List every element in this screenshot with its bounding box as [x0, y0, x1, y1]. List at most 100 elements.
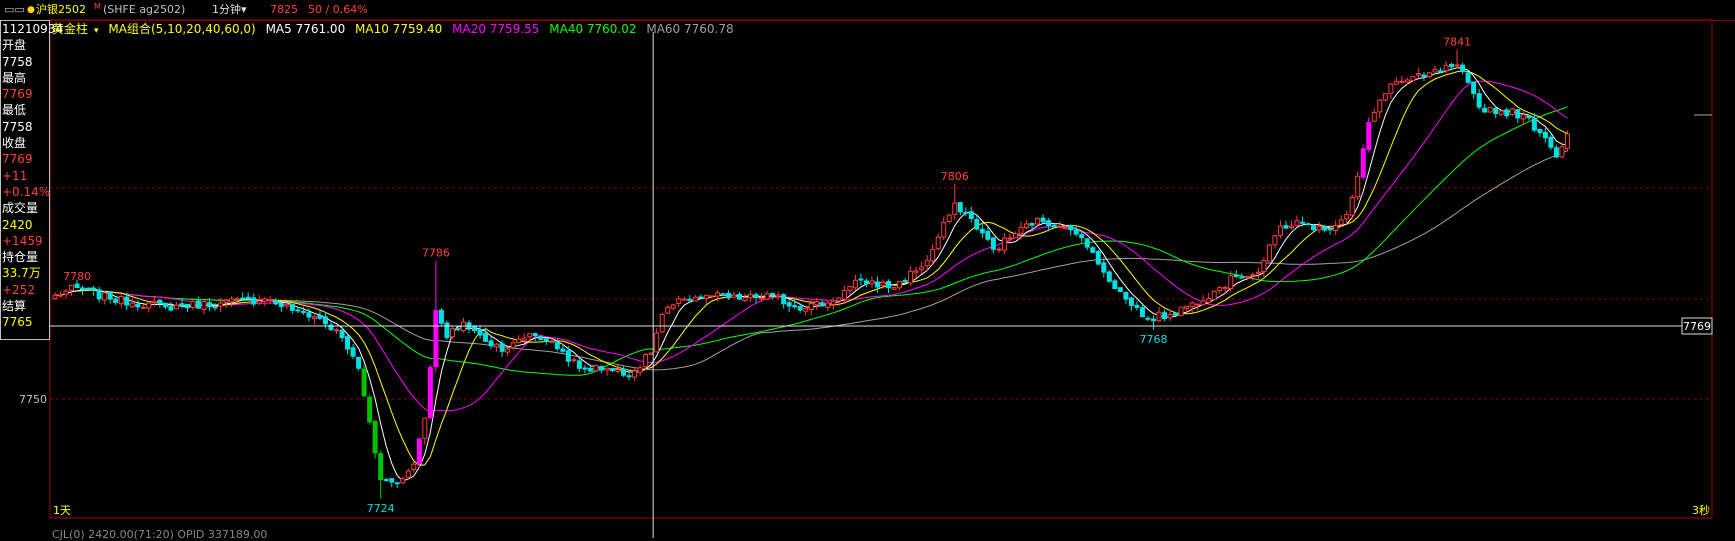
info-settle-label: 结算	[2, 299, 27, 314]
candle-body	[604, 367, 610, 371]
candle-body	[908, 270, 914, 284]
candle-body	[334, 329, 340, 332]
candle-body	[433, 310, 439, 368]
candle-body	[212, 306, 218, 309]
candle-body	[637, 367, 643, 373]
candle-body	[1266, 244, 1272, 262]
info-volume-label: 成交量	[2, 201, 39, 216]
symbol-selector[interactable]: 沪银2502	[36, 3, 86, 16]
candle-body	[764, 293, 770, 300]
info-volume: 2420	[2, 217, 33, 232]
candle-body	[615, 369, 621, 373]
candle-body	[184, 303, 190, 309]
candle-body	[1228, 275, 1234, 290]
candle-body	[416, 438, 422, 465]
candle-body	[367, 396, 373, 423]
candle-body	[289, 304, 295, 311]
candle-body	[935, 236, 941, 250]
candle-body	[1443, 64, 1449, 72]
candle-body	[1195, 303, 1201, 306]
candle-body	[477, 329, 483, 336]
candle-body	[472, 325, 478, 332]
candle-body	[1139, 307, 1145, 318]
candle-body	[1244, 276, 1250, 279]
exchange-code: (SHFE ag2502)	[103, 3, 186, 16]
candle-body	[256, 300, 262, 304]
candle-body	[830, 300, 836, 305]
candle-body	[1564, 133, 1570, 149]
candle-body	[1366, 121, 1372, 150]
candle-body	[924, 260, 930, 267]
candle-body	[1051, 224, 1057, 228]
candle-body	[317, 315, 323, 319]
legend-mode[interactable]: 黄金柱	[52, 22, 89, 36]
candle-body	[190, 301, 196, 309]
candle-body	[1333, 225, 1339, 232]
candle-body	[1162, 312, 1168, 319]
candle-body	[1029, 222, 1035, 226]
candle-body	[1233, 275, 1239, 278]
candle-body	[714, 292, 720, 297]
candle-body	[587, 367, 593, 372]
candle-body	[725, 292, 731, 299]
legend-ma-group[interactable]: MA组合(5,10,20,40,60,0)	[108, 22, 256, 36]
timeframe-dropdown[interactable]: 1分钟▾	[212, 0, 247, 20]
legend-ma10: MA10 7759.40	[355, 22, 443, 36]
candle-body	[1537, 129, 1543, 134]
candle-body	[874, 281, 880, 288]
candle-body	[1288, 225, 1294, 229]
candle-body	[85, 287, 91, 290]
candle-body	[610, 368, 616, 372]
candle-body	[173, 304, 179, 310]
candle-body	[1145, 317, 1151, 320]
candle-body	[1073, 229, 1079, 235]
candle-body	[427, 367, 433, 419]
candle-body	[449, 328, 455, 338]
candle-body	[1426, 72, 1432, 78]
candle-body	[201, 301, 207, 310]
legend-mode-chevron-icon[interactable]: ▾	[94, 26, 99, 36]
legend-ma5: MA5 7761.00	[265, 22, 346, 36]
ma20-line	[54, 80, 1568, 413]
candle-body	[858, 278, 864, 281]
candle-body	[356, 356, 362, 369]
candle-body	[808, 303, 814, 310]
info-change: +11	[2, 168, 28, 183]
extreme-label: 7806	[941, 170, 969, 183]
candle-body	[863, 280, 869, 284]
candle-body	[229, 298, 235, 303]
candle-body	[438, 309, 444, 324]
candle-body	[1134, 304, 1140, 308]
candle-body	[405, 470, 411, 478]
candle-body	[703, 294, 709, 299]
candle-body	[422, 417, 428, 439]
y-tick-label: 7750	[19, 393, 47, 406]
candle-body	[151, 301, 157, 304]
candle-body	[455, 328, 461, 331]
candle-body	[1476, 93, 1482, 108]
info-change-pct: +0.14%	[2, 184, 51, 199]
candle-body	[770, 292, 776, 296]
candle-body	[1305, 223, 1311, 226]
candle-body	[1338, 219, 1344, 225]
candle-body	[759, 297, 765, 300]
candle-body	[63, 290, 69, 295]
candle-body	[91, 287, 97, 291]
menu-icon[interactable]: ▭▭	[4, 3, 25, 16]
candle-body	[1553, 147, 1559, 158]
candle-body	[300, 310, 306, 313]
candle-body	[278, 302, 284, 308]
candle-body	[107, 292, 113, 300]
candle-body	[1465, 72, 1471, 83]
x-right-label: 3秒	[1692, 503, 1710, 517]
candle-body	[836, 297, 842, 302]
grid-lines	[49, 19, 1713, 519]
candle-body	[1388, 83, 1394, 94]
candle-body	[946, 214, 952, 222]
candle-body	[952, 202, 958, 216]
candle-body	[1542, 131, 1548, 139]
candle-body	[1007, 237, 1013, 240]
candle-body	[273, 300, 279, 305]
candle-body	[852, 279, 858, 289]
